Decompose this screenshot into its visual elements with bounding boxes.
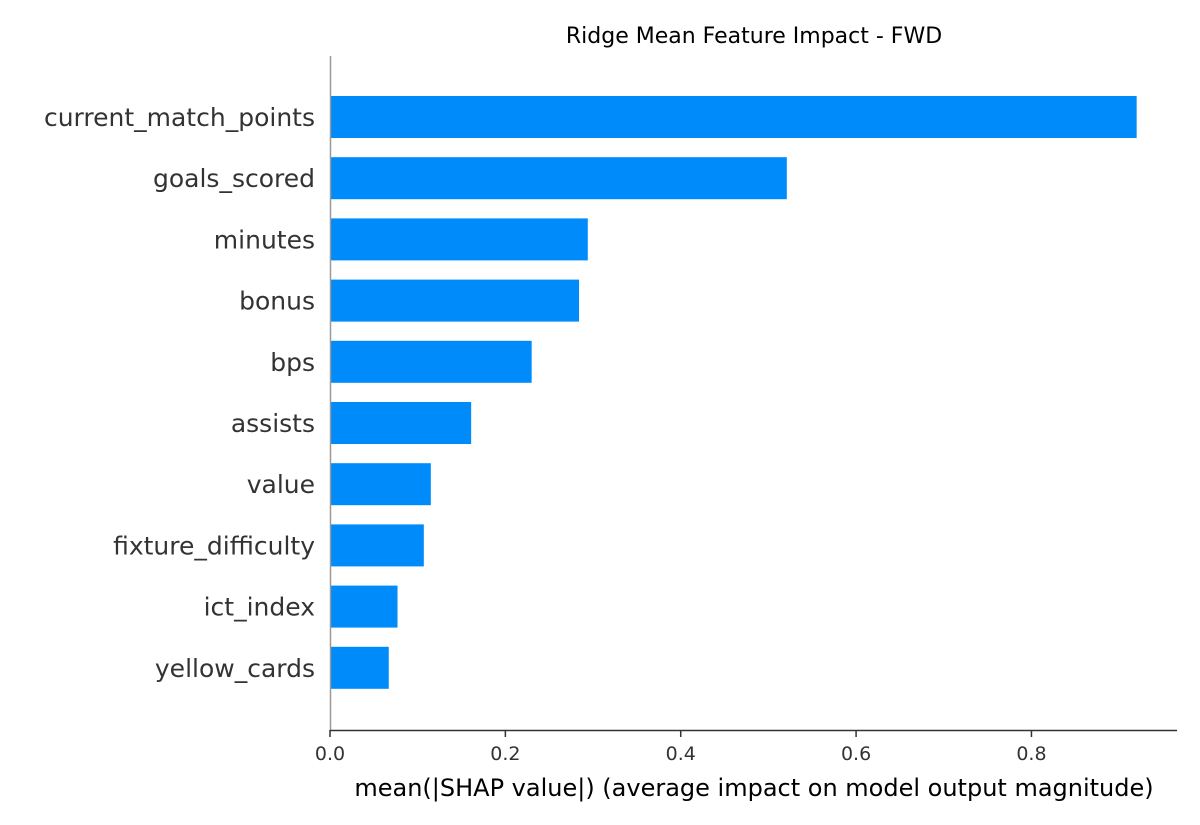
chart-title: Ridge Mean Feature Impact - FWD <box>566 24 942 49</box>
x-tick-label: 0.8 <box>1016 743 1046 765</box>
bar-fixture-difficulty <box>331 524 424 567</box>
category-label: ict_index <box>204 593 315 622</box>
category-label: fixture_difficulty <box>113 531 315 560</box>
x-axis-label: mean(|SHAP value|) (average impact on mo… <box>354 774 1153 802</box>
bar-goals-scored <box>331 157 787 200</box>
category-label: yellow_cards <box>155 654 315 683</box>
bars-group <box>331 96 1137 689</box>
bar-value <box>331 463 431 506</box>
category-label: bps <box>270 348 315 377</box>
category-label: bonus <box>239 287 315 316</box>
category-label: assists <box>231 409 315 438</box>
bar-bonus <box>331 279 580 322</box>
bar-bps <box>331 340 532 383</box>
bar-current-match-points <box>331 96 1137 138</box>
bar-assists <box>331 402 472 444</box>
x-tick-label: 0.4 <box>666 743 696 765</box>
category-label: goals_scored <box>153 164 315 193</box>
category-label: value <box>247 470 315 499</box>
x-tick-label: 0.2 <box>490 743 520 765</box>
bar-ict-index <box>331 585 398 628</box>
x-axis-ticks: 0.0 0.2 0.4 0.6 0.8 <box>315 730 1047 765</box>
bar-minutes <box>331 218 588 261</box>
category-label: current_match_points <box>44 103 315 132</box>
x-tick-label: 0.6 <box>841 743 871 765</box>
x-tick-label: 0.0 <box>315 743 345 765</box>
category-label: minutes <box>214 225 315 254</box>
bar-yellow-cards <box>331 646 389 689</box>
